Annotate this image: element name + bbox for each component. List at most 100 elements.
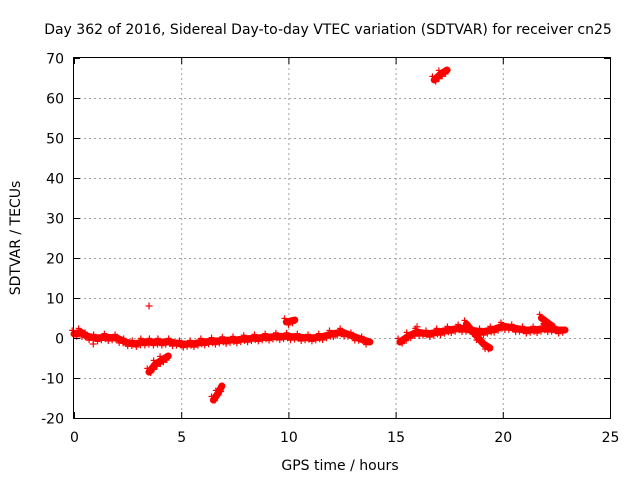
data-point bbox=[433, 325, 440, 332]
data-point bbox=[145, 341, 152, 348]
x-tick-label: 15 bbox=[387, 430, 405, 446]
data-point bbox=[184, 343, 191, 350]
data-point bbox=[109, 337, 116, 344]
data-point bbox=[413, 323, 421, 331]
data-point bbox=[262, 330, 269, 337]
data-point bbox=[509, 326, 516, 333]
data-point bbox=[444, 323, 451, 330]
y-tick-label: 10 bbox=[46, 292, 64, 308]
series-line bbox=[396, 322, 569, 346]
data-point bbox=[128, 343, 135, 350]
data-point bbox=[330, 334, 337, 341]
data-point bbox=[519, 323, 526, 330]
data-point bbox=[98, 337, 105, 344]
data-point bbox=[101, 330, 108, 337]
data-point bbox=[429, 73, 436, 80]
data-point bbox=[266, 337, 273, 344]
data-point bbox=[536, 311, 543, 318]
data-point bbox=[219, 333, 226, 340]
data-point bbox=[480, 332, 487, 339]
y-tick-label: 0 bbox=[55, 332, 64, 348]
data-point bbox=[534, 330, 541, 337]
data-point bbox=[549, 323, 556, 329]
data-point bbox=[473, 337, 480, 344]
data-point bbox=[147, 369, 154, 376]
data-point bbox=[308, 338, 315, 345]
data-point bbox=[399, 340, 406, 347]
data-point bbox=[162, 341, 169, 348]
data-point bbox=[154, 335, 161, 342]
data-point bbox=[163, 357, 170, 364]
y-tick-label: 60 bbox=[46, 92, 64, 108]
data-point bbox=[129, 337, 136, 344]
y-tick-label: 30 bbox=[46, 212, 64, 228]
data-point bbox=[444, 67, 451, 73]
data-point bbox=[464, 327, 471, 334]
data-point bbox=[191, 344, 197, 351]
data-point bbox=[291, 336, 298, 343]
data-point bbox=[144, 365, 151, 372]
data-point bbox=[527, 329, 534, 336]
series-line bbox=[145, 352, 172, 376]
data-point bbox=[276, 337, 283, 343]
data-point bbox=[146, 335, 153, 342]
data-point bbox=[208, 393, 215, 400]
data-point bbox=[441, 330, 448, 337]
data-layer bbox=[69, 66, 569, 404]
data-point bbox=[403, 337, 410, 344]
data-point bbox=[82, 329, 89, 336]
data-point bbox=[291, 317, 298, 323]
data-point bbox=[363, 341, 370, 348]
data-point bbox=[283, 329, 290, 336]
data-point bbox=[89, 340, 97, 348]
data-point bbox=[211, 397, 218, 404]
data-point bbox=[150, 342, 157, 349]
data-point bbox=[486, 345, 493, 351]
data-point bbox=[552, 328, 559, 335]
data-point bbox=[495, 327, 502, 334]
data-point bbox=[302, 337, 309, 344]
data-point bbox=[470, 327, 477, 334]
data-point bbox=[359, 337, 366, 344]
x-tick-label: 20 bbox=[494, 430, 512, 446]
data-point bbox=[540, 320, 547, 327]
data-point bbox=[422, 327, 429, 334]
data-point bbox=[348, 333, 355, 340]
data-point bbox=[269, 336, 276, 343]
data-point bbox=[366, 339, 373, 345]
plot-frame bbox=[73, 57, 611, 419]
data-point bbox=[212, 341, 219, 348]
data-point bbox=[280, 336, 287, 343]
data-point bbox=[215, 391, 222, 398]
data-point bbox=[154, 363, 161, 370]
data-point bbox=[94, 338, 101, 345]
data-point bbox=[237, 339, 244, 346]
data-point bbox=[75, 325, 82, 332]
data-point bbox=[555, 330, 562, 337]
data-point bbox=[223, 340, 230, 347]
data-point bbox=[188, 342, 195, 349]
data-point bbox=[112, 331, 119, 338]
x-tick-label: 25 bbox=[602, 430, 620, 446]
data-point bbox=[240, 332, 247, 339]
x-tick-label: 0 bbox=[70, 430, 79, 446]
data-point bbox=[498, 325, 505, 332]
data-point bbox=[430, 332, 437, 339]
data-point bbox=[212, 387, 219, 394]
data-point bbox=[544, 321, 551, 328]
data-point bbox=[484, 330, 491, 337]
data-point bbox=[69, 327, 76, 334]
data-point bbox=[326, 327, 333, 334]
data-point bbox=[319, 337, 326, 343]
data-point bbox=[315, 330, 322, 337]
data-point bbox=[208, 334, 215, 341]
data-point bbox=[165, 335, 172, 342]
data-point bbox=[403, 329, 410, 336]
data-point bbox=[508, 321, 515, 328]
data-point bbox=[434, 331, 441, 338]
data-point bbox=[316, 336, 323, 343]
data-point bbox=[347, 329, 354, 336]
data-point bbox=[435, 67, 442, 74]
data-point bbox=[478, 337, 485, 344]
data-point bbox=[176, 337, 183, 344]
